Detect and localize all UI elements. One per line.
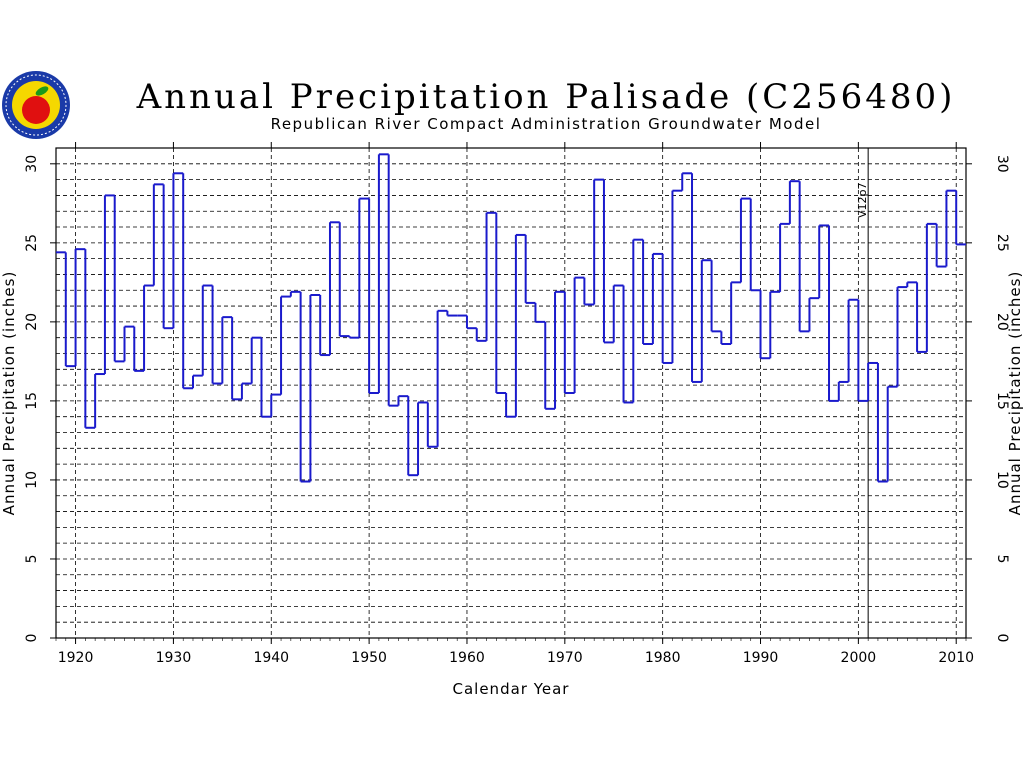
y-tick-label-left: 15 [24, 392, 40, 410]
axis-ticks: 1920 1930 1940 1950 1960 1970 1980 1990 2000 2010… [24, 142, 1010, 666]
precipitation-series [56, 153, 966, 483]
x-tick-label: 1950 [351, 650, 387, 666]
y-tick-label-right: 0 [994, 634, 1010, 643]
y-tick-label-right: 10 [994, 471, 1010, 489]
y-tick-label-right: 5 [994, 555, 1010, 564]
y-axis-label-left: Annual Precipitation (inches) [0, 271, 18, 516]
x-tick-label: 1990 [743, 650, 779, 666]
y-tick-label-right: 20 [994, 313, 1010, 331]
y-tick-label-left: 25 [24, 234, 40, 252]
x-tick-label: 1930 [156, 650, 192, 666]
x-tick-label: 2000 [841, 650, 877, 666]
x-axis-label: Calendar Year [453, 680, 570, 698]
x-tick-label: 1940 [253, 650, 289, 666]
chart-title: Annual Precipitation Palisade (C256480) [136, 77, 956, 117]
y-tick-label-left: 20 [24, 313, 40, 331]
apple-seal-logo-icon [2, 71, 70, 139]
y-tick-label-right: 15 [994, 392, 1010, 410]
y-tick-label-left: 30 [24, 155, 40, 173]
y-axis-label-right: Annual Precipitation (inches) [1006, 271, 1024, 516]
x-tick-label: 2010 [938, 650, 974, 666]
y-tick-label-left: 10 [24, 471, 40, 489]
y-tick-label-left: 0 [24, 634, 40, 643]
x-tick-label: 1920 [58, 650, 94, 666]
x-tick-label: 1970 [547, 650, 583, 666]
chart-subtitle: Republican River Compact Administration … [271, 115, 822, 133]
y-tick-label-right: 30 [994, 155, 1010, 173]
x-tick-label: 1960 [449, 650, 485, 666]
x-tick-label: 1980 [645, 650, 681, 666]
y-tick-label-left: 5 [24, 555, 40, 564]
y-tick-label-right: 25 [994, 234, 1010, 252]
plot-frame [55, 147, 967, 639]
annotation-label: V12p7 [856, 182, 869, 218]
